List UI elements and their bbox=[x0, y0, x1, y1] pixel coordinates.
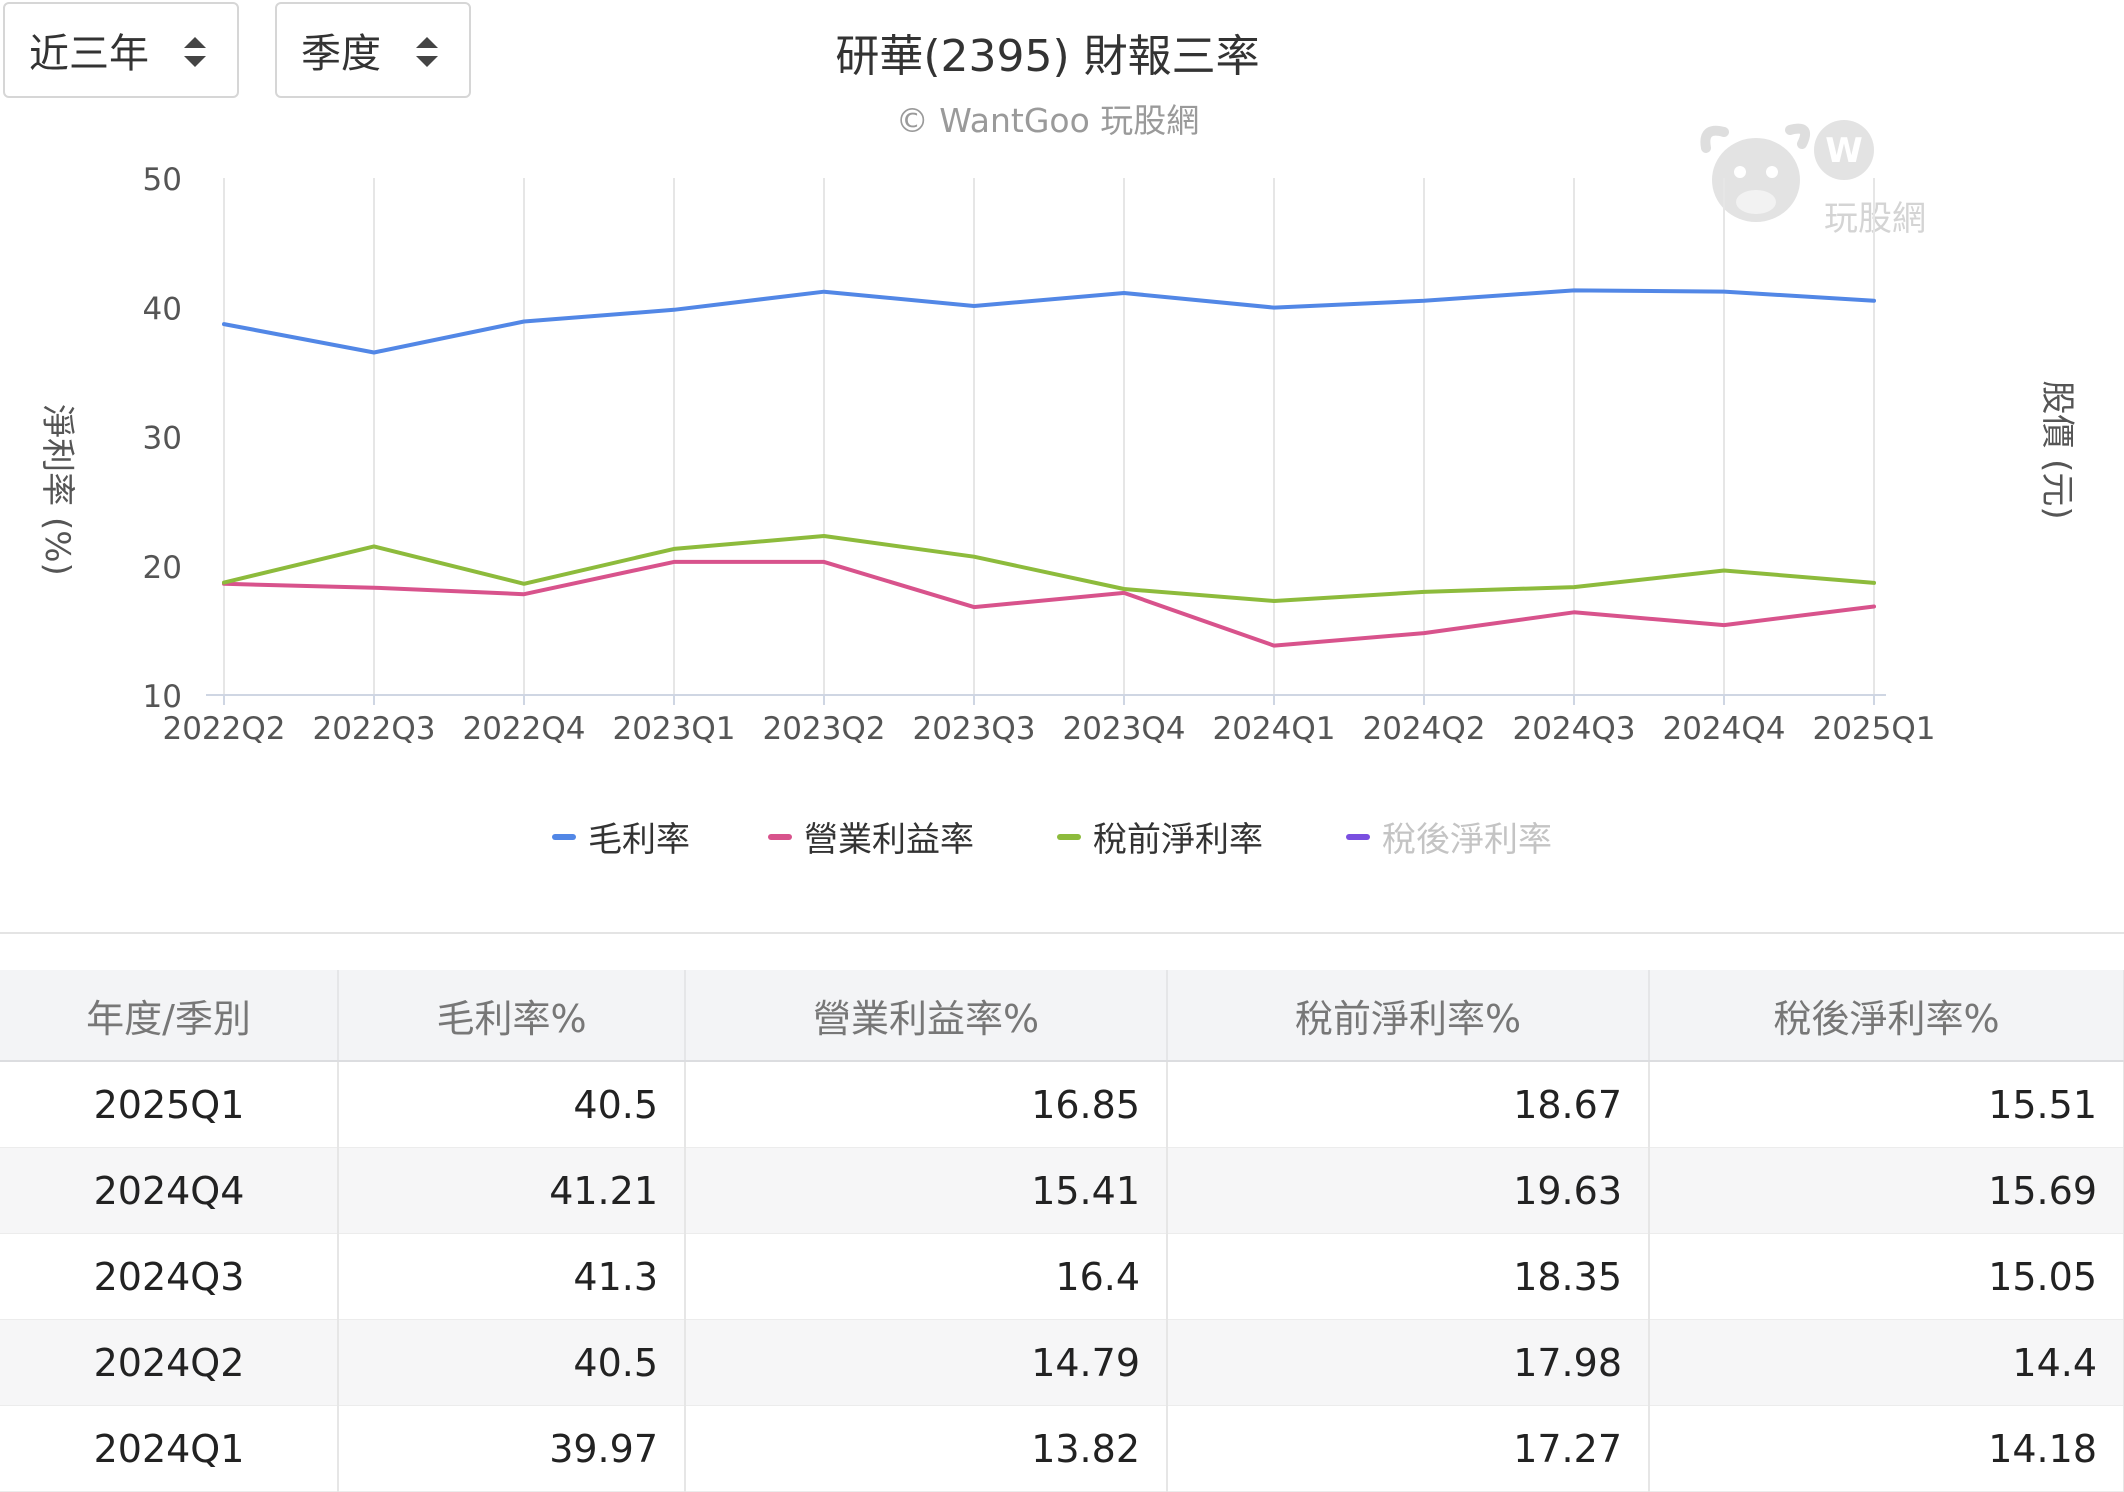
cell-gross-margin: 41.21 bbox=[338, 1147, 686, 1234]
y-tick-label: 30 bbox=[143, 421, 182, 457]
svg-text:W: W bbox=[1825, 131, 1863, 171]
legend-item-2[interactable]: 稅前淨利率 bbox=[1057, 812, 1263, 861]
cell-period: 2024Q4 bbox=[0, 1147, 339, 1234]
sort-arrows-icon bbox=[184, 37, 206, 67]
frequency-select-value: 季度 bbox=[301, 31, 381, 77]
table-header-row: 年度/季別 毛利率% 營業利益率% 稅前淨利率% 稅後淨利率% bbox=[0, 970, 2124, 1062]
table-row: 2024Q2 40.5 14.79 17.98 14.4 bbox=[0, 1319, 2124, 1406]
line-chart: 10 20 30 40 50 2022Q2 2022Q3 2022Q4 2023Q1 2023Q2… bbox=[37, 162, 2077, 747]
col-header-operating-margin: 營業利益率% bbox=[685, 970, 1168, 1062]
x-tick-label: 2024Q1 bbox=[1212, 711, 1335, 747]
y-axis-title: 淨利率 (%) bbox=[37, 404, 77, 576]
table-row: 2025Q1 40.5 16.85 18.67 15.51 bbox=[0, 1061, 2124, 1148]
y-tick-label: 40 bbox=[143, 291, 182, 327]
cell-period: 2024Q2 bbox=[0, 1319, 339, 1406]
legend-label: 稅前淨利率 bbox=[1093, 820, 1263, 860]
cell-pretax-margin: 17.27 bbox=[1167, 1405, 1650, 1492]
y-tick-label: 50 bbox=[143, 162, 182, 198]
table-row: 2024Q3 41.3 16.4 18.35 15.05 bbox=[0, 1233, 2124, 1320]
x-tick-label: 2023Q4 bbox=[1062, 711, 1185, 747]
col-header-net-margin: 稅後淨利率% bbox=[1649, 970, 2124, 1062]
legend-item-0[interactable]: 毛利率 bbox=[552, 812, 690, 861]
cell-operating-margin: 14.79 bbox=[685, 1319, 1168, 1406]
y-tick-label: 20 bbox=[143, 550, 182, 586]
cell-operating-margin: 16.4 bbox=[685, 1233, 1168, 1320]
series-line-2[interactable] bbox=[222, 534, 1876, 603]
period-select[interactable]: 近三年 bbox=[3, 2, 239, 98]
legend-swatch bbox=[768, 833, 792, 840]
legend-item-1[interactable]: 營業利益率 bbox=[768, 812, 974, 861]
cell-period: 2024Q3 bbox=[0, 1233, 339, 1320]
legend-label: 營業利益率 bbox=[804, 820, 974, 860]
series-line-0[interactable] bbox=[222, 288, 1876, 355]
chart-legend: 毛利率 營業利益率 稅前淨利率 稅後淨利率 bbox=[0, 812, 2124, 868]
table-row: 2024Q1 39.97 13.82 17.27 14.18 bbox=[0, 1405, 2124, 1492]
cell-net-margin: 14.4 bbox=[1649, 1319, 2124, 1406]
legend-swatch bbox=[1057, 833, 1081, 840]
chart-credit: © WantGoo 玩股網 bbox=[895, 101, 1200, 140]
section-divider bbox=[0, 932, 2124, 934]
x-tick-label: 2022Q4 bbox=[462, 711, 585, 747]
cell-net-margin: 14.18 bbox=[1649, 1405, 2124, 1492]
col-header-gross-margin: 毛利率% bbox=[338, 970, 686, 1062]
x-tick-label: 2024Q3 bbox=[1512, 711, 1635, 747]
cell-net-margin: 15.69 bbox=[1649, 1147, 2124, 1234]
x-tick-label: 2025Q1 bbox=[1812, 711, 1935, 747]
legend-label: 稅後淨利率 bbox=[1382, 820, 1552, 860]
x-tick-label: 2023Q2 bbox=[762, 711, 885, 747]
cell-net-margin: 15.51 bbox=[1649, 1061, 2124, 1148]
x-tick-label: 2022Q3 bbox=[312, 711, 435, 747]
cell-gross-margin: 40.5 bbox=[338, 1061, 686, 1148]
table-row: 2024Q4 41.21 15.41 19.63 15.69 bbox=[0, 1147, 2124, 1234]
col-header-pretax-margin: 稅前淨利率% bbox=[1167, 970, 1650, 1062]
wantgoo-watermark-logo: W 玩股網 bbox=[1700, 120, 1926, 239]
legend-swatch bbox=[1346, 833, 1370, 840]
y2-axis-title: 股價 (元) bbox=[2037, 380, 2077, 519]
cell-pretax-margin: 18.35 bbox=[1167, 1233, 1650, 1320]
ratio-table: 年度/季別 毛利率% 營業利益率% 稅前淨利率% 稅後淨利率% 2025Q1 4… bbox=[0, 970, 2124, 1492]
period-select-value: 近三年 bbox=[29, 31, 149, 77]
x-tick-label: 2023Q3 bbox=[912, 711, 1035, 747]
x-tick-label: 2023Q1 bbox=[612, 711, 735, 747]
sort-arrows-icon bbox=[416, 37, 438, 67]
cell-operating-margin: 15.41 bbox=[685, 1147, 1168, 1234]
legend-label: 毛利率 bbox=[588, 820, 690, 860]
chart-title: 研華(2395) 財報三率 bbox=[835, 31, 1260, 82]
frequency-select[interactable]: 季度 bbox=[275, 2, 471, 98]
series-line-1[interactable] bbox=[222, 559, 1876, 648]
cell-pretax-margin: 18.67 bbox=[1167, 1061, 1650, 1148]
cell-gross-margin: 41.3 bbox=[338, 1233, 686, 1320]
cell-pretax-margin: 17.98 bbox=[1167, 1319, 1650, 1406]
legend-swatch bbox=[552, 833, 576, 840]
x-tick-label: 2022Q2 bbox=[162, 711, 285, 747]
cell-net-margin: 15.05 bbox=[1649, 1233, 2124, 1320]
col-header-period: 年度/季別 bbox=[0, 970, 339, 1062]
cell-pretax-margin: 19.63 bbox=[1167, 1147, 1650, 1234]
x-tick-label: 2024Q4 bbox=[1662, 711, 1785, 747]
cell-gross-margin: 39.97 bbox=[338, 1405, 686, 1492]
cell-period: 2025Q1 bbox=[0, 1061, 339, 1148]
cell-operating-margin: 13.82 bbox=[685, 1405, 1168, 1492]
legend-item-3[interactable]: 稅後淨利率 bbox=[1346, 812, 1552, 861]
cell-operating-margin: 16.85 bbox=[685, 1061, 1168, 1148]
x-tick-label: 2024Q2 bbox=[1362, 711, 1485, 747]
y-tick-label: 10 bbox=[143, 679, 182, 715]
cell-period: 2024Q1 bbox=[0, 1405, 339, 1492]
cell-gross-margin: 40.5 bbox=[338, 1319, 686, 1406]
